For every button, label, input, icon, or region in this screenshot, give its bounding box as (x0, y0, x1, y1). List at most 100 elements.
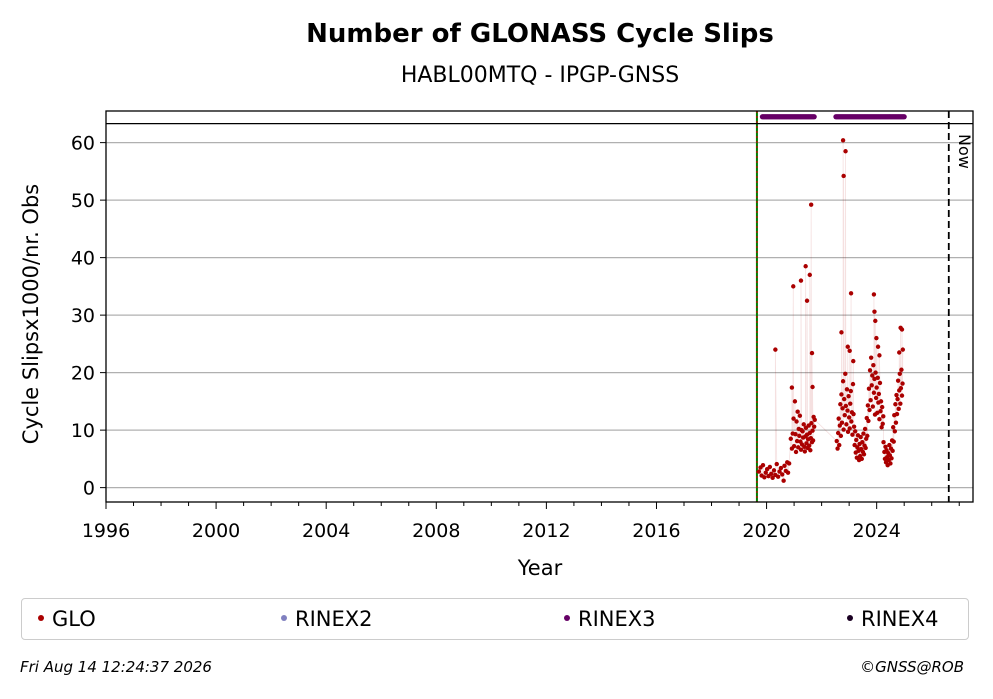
glo-point (841, 173, 846, 179)
glo-point (798, 447, 804, 452)
glo-point (865, 403, 871, 408)
glo-point (802, 449, 808, 454)
glo-point (838, 433, 844, 439)
y-tick-label: 0 (83, 478, 95, 500)
x-tick-label: 2016 (632, 520, 680, 542)
glo-point (860, 440, 865, 445)
glo-point (782, 463, 787, 468)
chart-title: Number of GLONASS Cycle Slips (306, 19, 774, 49)
glo-point (899, 393, 905, 398)
glo-point (895, 378, 901, 383)
glo-point (899, 367, 904, 372)
glo-point (894, 392, 899, 398)
glo-point (846, 415, 852, 420)
glo-point (890, 448, 895, 454)
glo-point (845, 429, 851, 435)
glo-point (850, 432, 855, 437)
glo-point (848, 291, 854, 296)
glo-point (861, 452, 867, 457)
plot-frame (105, 110, 974, 503)
glo-point (797, 433, 802, 439)
glo-point (773, 347, 778, 352)
glo-point (854, 437, 859, 443)
glo-point (839, 330, 844, 335)
glo-point (789, 385, 795, 390)
glo-point (875, 375, 880, 380)
y-tick-label: 30 (71, 305, 95, 327)
glo-point (877, 380, 883, 386)
glo-point (845, 408, 850, 413)
y-tick-label: 50 (71, 190, 95, 212)
glo-point (791, 444, 797, 449)
glo-point (868, 398, 873, 403)
glo-point (797, 413, 803, 418)
glo-point (843, 149, 848, 154)
glo-point (852, 429, 858, 434)
glo-point (883, 444, 888, 449)
rinex4-marker-icon (847, 615, 853, 621)
glo-point (890, 425, 896, 430)
glo-point (873, 395, 879, 401)
glo-point (835, 446, 840, 451)
legend-label-rinex2: RINEX2 (295, 607, 373, 631)
glo-point (837, 442, 842, 448)
y-tick-label: 40 (71, 248, 95, 270)
glo-point (810, 384, 815, 390)
glo-point (798, 278, 804, 283)
glo-point (893, 420, 899, 425)
x-tick-label: 2008 (412, 520, 460, 542)
glo-point (846, 394, 851, 399)
glo-point (841, 396, 847, 402)
legend-label-glo: GLO (52, 607, 96, 631)
glo-point (866, 386, 872, 391)
y-tick-label: 60 (71, 133, 95, 155)
glo-point (838, 402, 843, 407)
axes: 0 10 20 30 40 50 60 1996 2000 2004 2008 2012 2016 202… (71, 110, 974, 542)
glo-point (839, 420, 845, 425)
glo-point (897, 350, 902, 355)
glo-point (807, 443, 812, 448)
glo-point (872, 309, 877, 314)
glo-point (834, 438, 839, 444)
glo-point (878, 408, 883, 414)
glo-point (780, 472, 785, 477)
x-tick-label: 2012 (522, 520, 570, 542)
glo-point (777, 469, 782, 474)
glo-point (880, 421, 885, 426)
glo-point (871, 390, 877, 395)
legend-label-rinex4: RINEX4 (861, 607, 939, 631)
glo-point (865, 433, 870, 439)
glo-point (775, 474, 781, 479)
glo-point (868, 355, 874, 360)
glo-point (839, 392, 844, 397)
glo-point (835, 430, 841, 436)
glo-point (781, 478, 786, 483)
legend-item-rinex3: RINEX3 (564, 608, 656, 630)
glo-point (842, 412, 847, 418)
glo-point (792, 399, 798, 404)
glo-point (881, 440, 886, 445)
glo-marker-icon (38, 615, 44, 621)
glo-point (843, 403, 849, 409)
legend-item-rinex2: RINEX2 (281, 608, 373, 630)
glo-point (770, 475, 775, 481)
glo-point (803, 264, 808, 269)
glo-point (899, 327, 905, 332)
glo-point (896, 406, 901, 412)
glo-point (878, 399, 884, 404)
glo-point (811, 424, 817, 429)
glo-point (801, 422, 806, 427)
glo-point (771, 468, 777, 473)
glo-point (872, 376, 877, 382)
glo-point (849, 419, 854, 424)
glo-point (891, 439, 896, 444)
glo-point (871, 292, 877, 297)
glo-point (874, 385, 879, 390)
glo-point (808, 202, 814, 207)
glo-point (791, 284, 796, 289)
cycle-slips-chart: Number of GLONASS Cycle Slips HABL00MTQ … (19, 19, 974, 580)
glo-point (851, 411, 856, 417)
glo-point (840, 379, 846, 384)
glo-point (888, 461, 893, 466)
glo-point (810, 438, 816, 443)
